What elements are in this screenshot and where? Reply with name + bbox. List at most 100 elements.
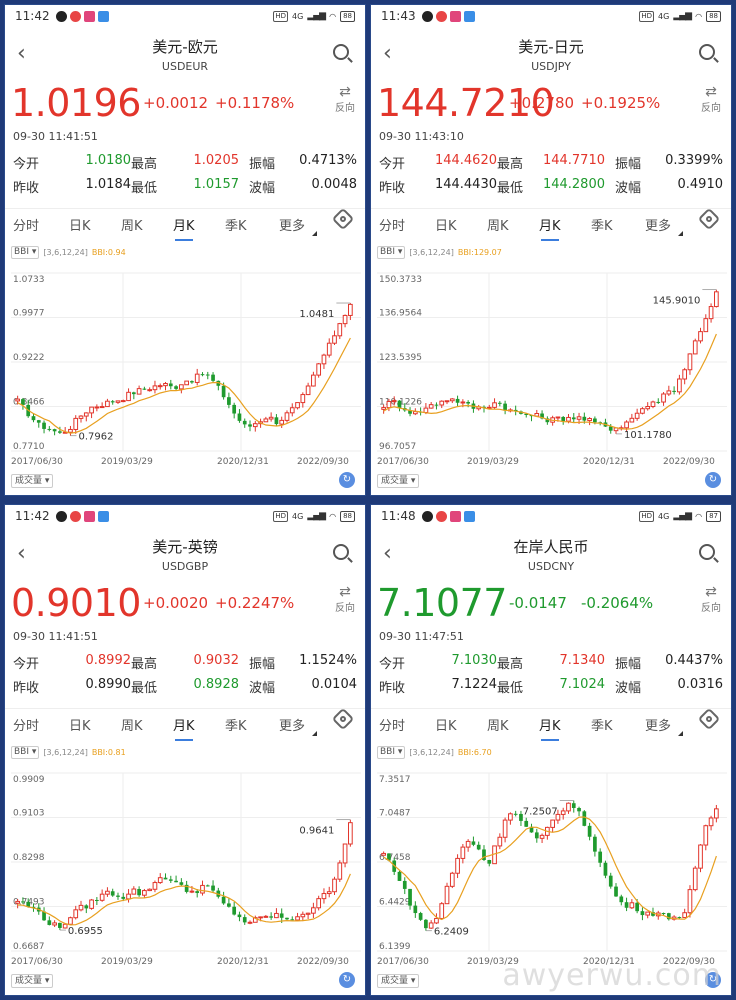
amplitude-value: 0.4437% — [665, 653, 723, 668]
back-arrow-icon[interactable]: ‹ — [383, 541, 392, 566]
candle-body — [152, 385, 158, 391]
tab-0[interactable]: 分时 — [13, 219, 40, 234]
swap-icon: ⇄ — [705, 84, 717, 100]
app-icon — [97, 510, 109, 522]
tab-5[interactable]: 更多 — [279, 719, 306, 734]
app-icon — [463, 510, 475, 522]
amplitude-label: 振幅 — [249, 657, 276, 672]
candlestick-chart[interactable]: 7.3517 7.0487 6.7458 6.4429 6.1399 2017/06/30… — [371, 761, 732, 967]
search-icon[interactable] — [699, 544, 715, 560]
max-annotation: 145.9010 — [653, 296, 701, 307]
back-arrow-icon[interactable]: ‹ — [383, 41, 392, 66]
candle-body — [268, 416, 274, 420]
tab-4[interactable]: 季K — [591, 219, 613, 234]
tab-1[interactable]: 日K — [435, 719, 457, 734]
volume-select[interactable]: 成交量 ▾ — [377, 474, 420, 488]
candle-body — [321, 354, 327, 365]
back-arrow-icon[interactable]: ‹ — [17, 541, 26, 566]
refresh-icon[interactable]: ↻ — [705, 472, 721, 488]
candle-body — [269, 916, 273, 918]
indicator-select[interactable]: BBI ▾ — [11, 245, 40, 259]
tab-0[interactable]: 分时 — [379, 219, 406, 234]
refresh-icon[interactable]: ↻ — [339, 472, 355, 488]
status-bar: 11:42 HD 4G ▂▄▆ ◠ 88 — [5, 5, 365, 27]
candle-body — [561, 416, 566, 422]
tab-1[interactable]: 日K — [435, 219, 457, 234]
indicator-select[interactable]: BBI ▾ — [377, 245, 406, 259]
quote-timestamp: 09-30 11:47:51 — [379, 630, 464, 643]
refresh-icon[interactable]: ↻ — [705, 972, 721, 988]
candle-body — [540, 413, 544, 419]
refresh-icon[interactable]: ↻ — [339, 972, 355, 988]
candle-body — [402, 880, 407, 889]
search-icon[interactable] — [699, 44, 715, 60]
candle-body — [168, 383, 173, 387]
y-tick-label: 7.0487 — [379, 809, 411, 819]
candle-body — [545, 418, 550, 423]
max-annotation: 7.2507 — [523, 807, 558, 818]
candle-body — [137, 889, 141, 896]
reverse-button[interactable]: ⇄ 反向 — [701, 85, 721, 114]
wave-value: 0.0104 — [311, 677, 358, 692]
volume-select[interactable]: 成交量 ▾ — [377, 974, 420, 988]
candle-body — [142, 388, 147, 390]
candle-body — [703, 318, 709, 333]
back-arrow-icon[interactable]: ‹ — [17, 41, 26, 66]
tab-4[interactable]: 季K — [225, 719, 247, 734]
tab-3[interactable]: 月K — [173, 215, 195, 241]
indicator-select[interactable]: BBI ▾ — [377, 745, 406, 759]
candle-body — [539, 834, 545, 839]
candlestick-chart[interactable]: 0.99090.91030.82980.74930.66872017/06/30… — [5, 761, 366, 967]
nav-bar: ‹ 在岸人民币 USDCNY — [371, 527, 731, 577]
tab-5[interactable]: 更多 — [645, 219, 672, 234]
min-annotation: 0.7962 — [78, 432, 113, 443]
tab-0[interactable]: 分时 — [379, 719, 406, 734]
wave-value: 0.4910 — [677, 177, 724, 192]
reverse-button[interactable]: ⇄ 反向 — [701, 585, 721, 614]
tab-5[interactable]: 更多 — [645, 719, 672, 734]
candle-body — [42, 422, 46, 429]
low-value: 1.0157 — [193, 177, 240, 192]
candle-body — [284, 412, 290, 421]
candlestick-chart[interactable]: 1.0733 0.9977 0.9222 0.8466 0.7710 2017/06/30… — [5, 261, 366, 467]
reverse-button[interactable]: ⇄ 反向 — [335, 585, 355, 614]
quote-panel-usdeur: 11:42 HD 4G ▂▄▆ ◠ 88 ‹ 美元-欧元 USDEUR 1.01… — [4, 4, 366, 496]
app-icon — [83, 510, 95, 522]
candle-body — [656, 401, 661, 403]
volume-select[interactable]: 成交量 ▾ — [11, 974, 54, 988]
candle-body — [608, 875, 613, 887]
pair-title: 在岸人民币 — [513, 538, 589, 556]
reverse-label: 反向 — [335, 603, 355, 614]
tab-2[interactable]: 周K — [121, 719, 143, 734]
tab-3[interactable]: 月K — [173, 715, 195, 741]
tab-1[interactable]: 日K — [69, 219, 91, 234]
candle-body — [321, 893, 327, 900]
search-icon[interactable] — [333, 44, 349, 60]
candle-body — [179, 882, 184, 885]
watermark: awyerwu.com — [502, 958, 722, 993]
tab-4[interactable]: 季K — [225, 219, 247, 234]
search-icon[interactable] — [333, 544, 349, 560]
hd-icon: HD — [639, 510, 655, 522]
signal-icon: ▂▄▆ — [673, 11, 692, 21]
tab-2[interactable]: 周K — [487, 719, 509, 734]
more-caret-icon — [678, 731, 683, 736]
status-time: 11:42 — [15, 509, 50, 523]
tab-1[interactable]: 日K — [69, 719, 91, 734]
candlestick-chart[interactable]: 150.3733136.9564123.5395110.122696.70572… — [371, 261, 732, 467]
tab-2[interactable]: 周K — [487, 219, 509, 234]
reverse-button[interactable]: ⇄ 反向 — [335, 85, 355, 114]
tab-3[interactable]: 月K — [539, 215, 561, 241]
volume-select[interactable]: 成交量 ▾ — [11, 474, 54, 488]
candle-body — [290, 919, 295, 921]
tab-0[interactable]: 分时 — [13, 719, 40, 734]
indicator-bar: BBI ▾ [3,6,12,24] BBI:129.07 — [377, 245, 502, 259]
candle-body — [337, 862, 343, 880]
stats-row-2: 昨收 1.0184 最低 1.0157 波幅 0.0048 — [5, 177, 365, 197]
indicator-select[interactable]: BBI ▾ — [11, 745, 40, 759]
tab-4[interactable]: 季K — [591, 719, 613, 734]
tab-2[interactable]: 周K — [121, 219, 143, 234]
candle-body — [316, 363, 322, 376]
tab-3[interactable]: 月K — [539, 715, 561, 741]
tab-5[interactable]: 更多 — [279, 219, 306, 234]
